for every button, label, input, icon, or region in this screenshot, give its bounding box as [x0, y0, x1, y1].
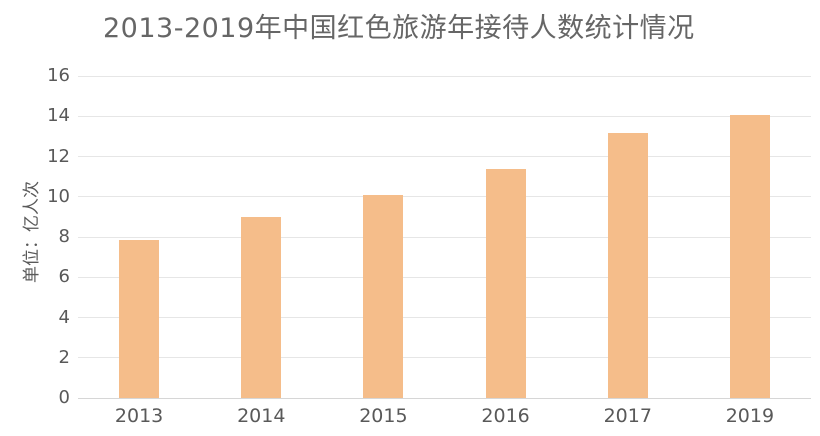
y-tick-label-10: 10 — [47, 185, 70, 207]
bar-2019 — [729, 115, 770, 398]
gridline — [78, 196, 811, 198]
gridline — [78, 156, 811, 157]
gridline — [78, 317, 811, 318]
x-tick-label-2017: 2017 — [603, 405, 652, 427]
bar-2013 — [119, 240, 160, 398]
chart-title: 2013-2019年中国红色旅游年接待人数统计情况 — [103, 13, 695, 44]
gridline — [78, 276, 811, 278]
x-tick-label-2015: 2015 — [359, 405, 408, 427]
gridline — [78, 115, 811, 117]
gridline — [78, 357, 811, 359]
x-tick-label-2013: 2013 — [114, 405, 164, 427]
x-tick-label-2019: 2019 — [725, 405, 775, 427]
y-tick-label-8: 8 — [58, 226, 70, 247]
bar-2015 — [363, 194, 404, 398]
x-tick-label-2014: 2014 — [237, 405, 286, 427]
x-tick-label-2016: 2016 — [481, 405, 530, 427]
plot-area — [78, 75, 811, 399]
y-tick-label-6: 6 — [58, 266, 70, 288]
x-axis-line — [78, 397, 811, 399]
y-tick-label-12: 12 — [47, 145, 70, 167]
y-tick-label-14: 14 — [47, 105, 70, 127]
bar-2014 — [241, 216, 282, 398]
y-tick-label-16: 16 — [47, 65, 70, 86]
gridline — [78, 75, 811, 77]
y-tick-label-2: 2 — [58, 346, 70, 368]
y-tick-label-4: 4 — [58, 306, 70, 328]
gridline — [78, 236, 811, 238]
bar-2016 — [485, 168, 526, 398]
y-tick-label-0: 0 — [58, 387, 70, 408]
bar-2017 — [607, 133, 648, 398]
